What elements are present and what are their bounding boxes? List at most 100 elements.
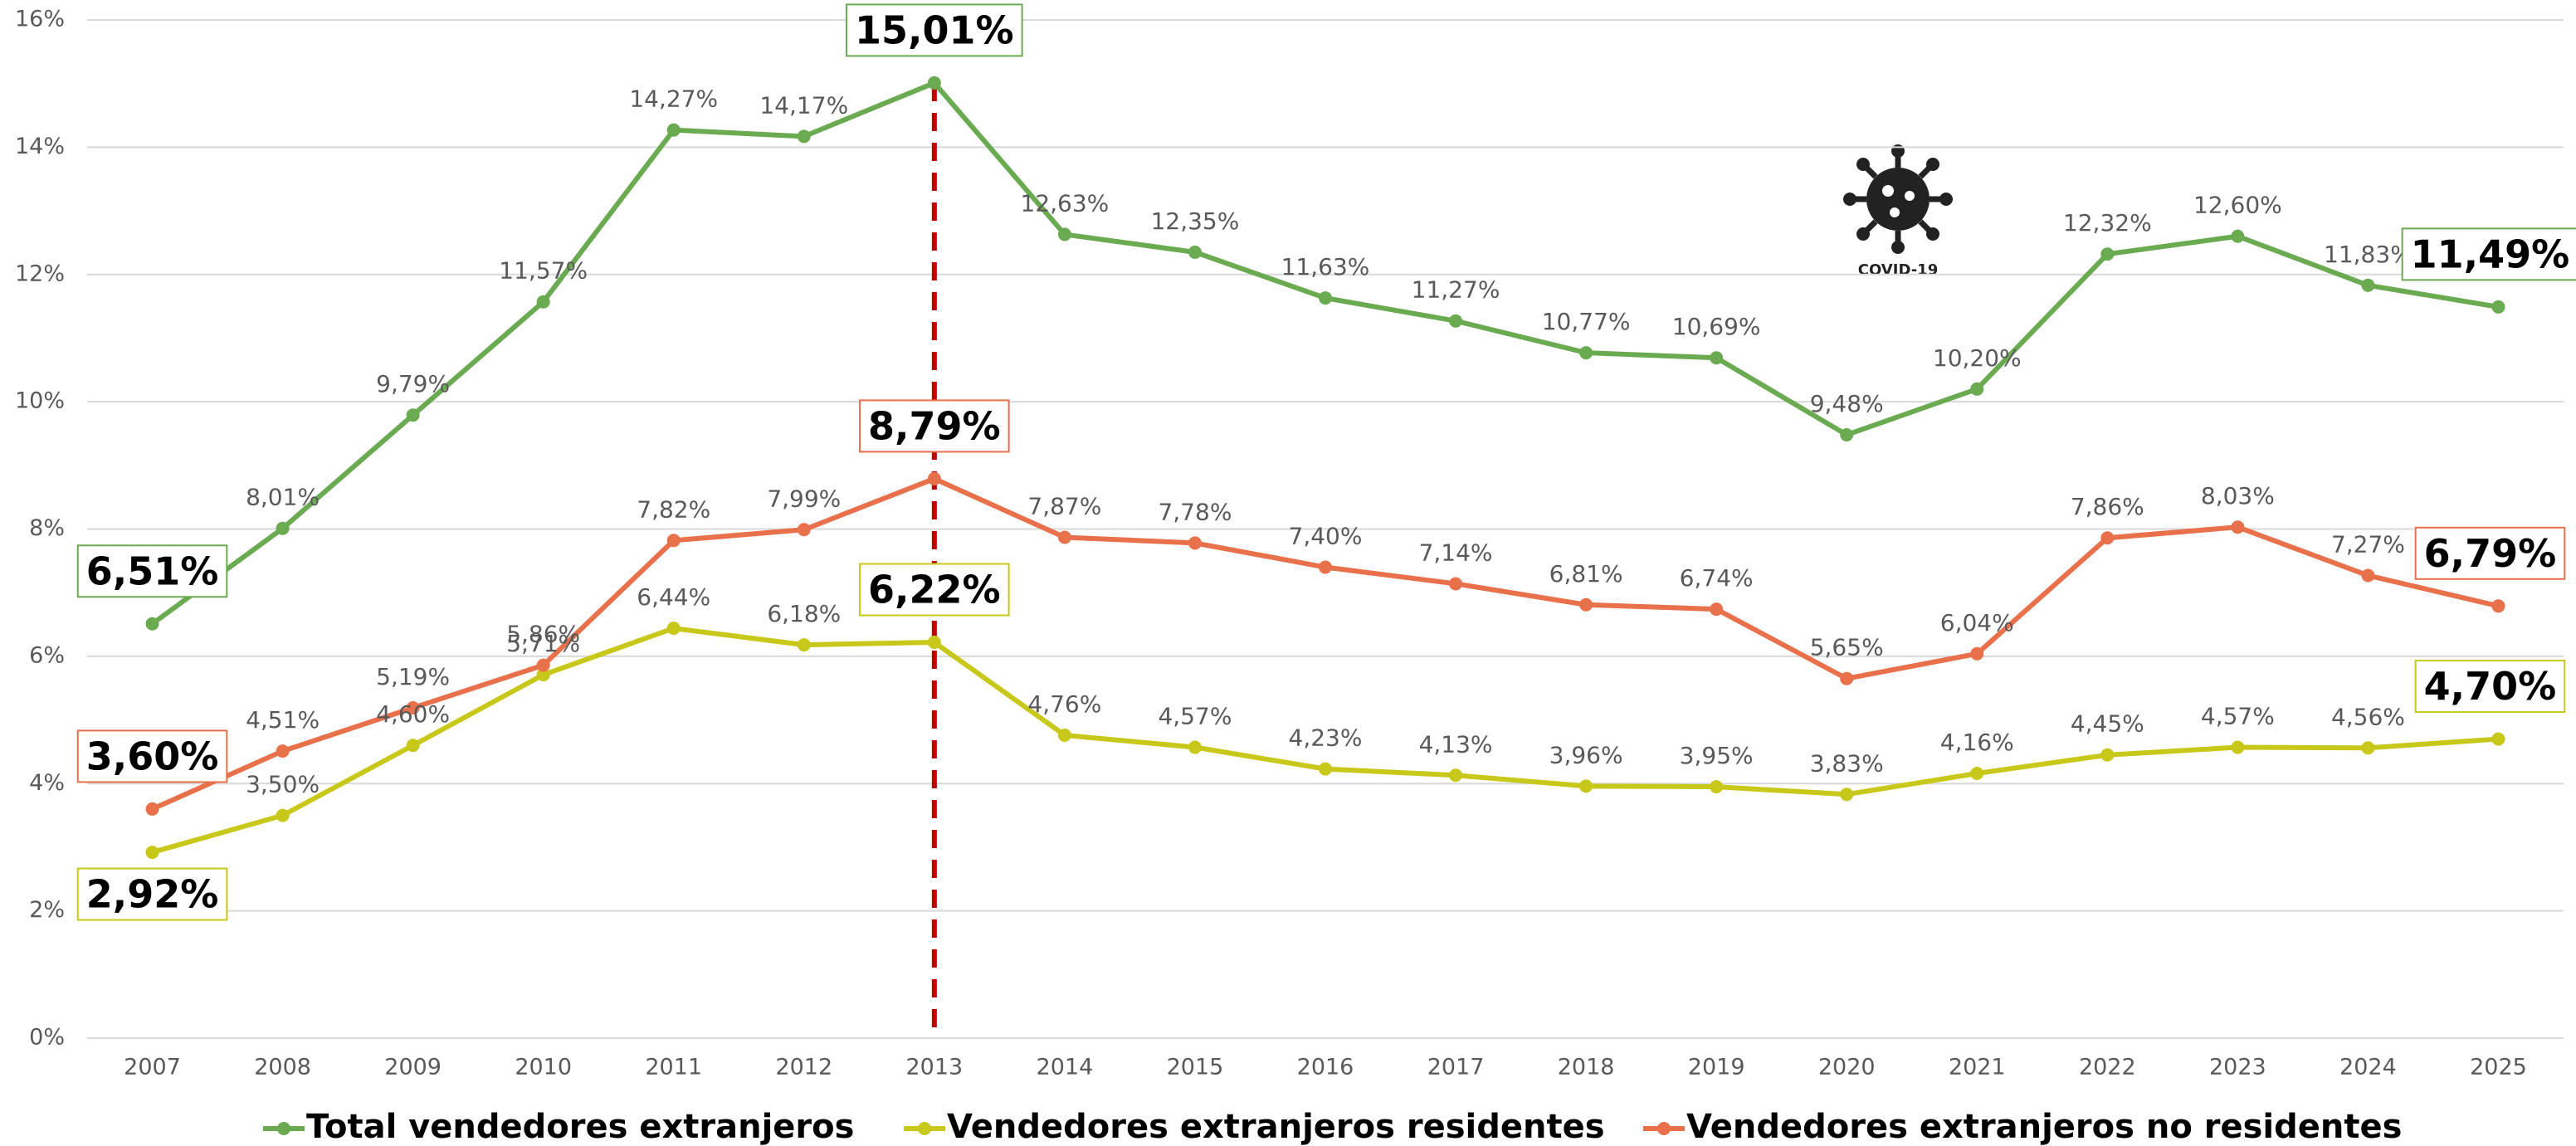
data-point <box>1188 740 1202 754</box>
x-tick-label: 2017 <box>1427 1055 1485 1080</box>
value-label: 7,99% <box>767 485 841 512</box>
x-tick-label: 2025 <box>2470 1055 2527 1080</box>
data-point <box>666 622 681 636</box>
data-point <box>1449 314 1463 328</box>
data-point <box>1319 291 1332 305</box>
value-label: 6,22% <box>868 568 1001 612</box>
data-point <box>797 129 811 144</box>
value-label: 10,69% <box>1672 313 1761 340</box>
data-point <box>666 534 681 548</box>
data-point <box>797 523 811 537</box>
data-point <box>1057 530 1071 544</box>
y-tick-label: 12% <box>15 261 65 286</box>
data-point <box>145 617 159 631</box>
value-label: 5,65% <box>1810 634 1884 661</box>
data-point <box>536 658 550 672</box>
data-point <box>1057 728 1071 742</box>
value-label: 5,19% <box>376 663 450 690</box>
y-tick-label: 6% <box>29 642 65 668</box>
data-point <box>1057 227 1071 241</box>
value-label: 12,63% <box>1021 189 1110 217</box>
value-label: 3,96% <box>1549 741 1623 768</box>
x-tick-label: 2009 <box>384 1055 442 1080</box>
value-label: 6,18% <box>767 600 841 627</box>
data-point <box>276 521 290 535</box>
data-point <box>927 471 941 485</box>
data-point <box>1579 779 1593 793</box>
value-label: 8,03% <box>2201 482 2275 510</box>
legend-swatch-dot <box>1657 1122 1671 1135</box>
value-label: 6,74% <box>1680 564 1754 592</box>
y-tick-label: 4% <box>29 770 65 796</box>
value-label: 4,57% <box>1158 703 1232 730</box>
value-label: 2,92% <box>86 872 219 917</box>
data-point <box>2231 229 2245 243</box>
x-tick-label: 2021 <box>1949 1055 2006 1080</box>
value-label: 3,50% <box>246 771 320 798</box>
value-label: 11,83% <box>2324 241 2413 268</box>
y-tick-label: 14% <box>15 134 65 159</box>
covid-label: COVID-19 <box>1858 261 1938 279</box>
x-tick-label: 2013 <box>905 1055 963 1080</box>
value-label: 9,79% <box>376 370 450 397</box>
data-point <box>1840 788 1854 802</box>
data-point <box>666 123 681 137</box>
value-label-box <box>76 867 228 921</box>
data-point <box>276 808 290 822</box>
value-label-box <box>76 729 228 783</box>
data-point <box>1710 602 1724 617</box>
legend-swatch-dot <box>277 1122 290 1135</box>
y-tick-label: 8% <box>29 515 65 541</box>
value-label-box <box>859 399 1010 453</box>
data-point <box>1579 597 1593 612</box>
value-label: 14,27% <box>629 85 718 113</box>
x-tick-label: 2014 <box>1037 1055 1094 1080</box>
y-tick-label: 10% <box>15 388 65 414</box>
data-point <box>1710 351 1724 365</box>
value-label-box <box>2414 660 2566 714</box>
value-label: 7,82% <box>637 495 710 523</box>
data-point <box>2361 741 2375 755</box>
value-label: 7,78% <box>1158 498 1232 525</box>
data-point <box>1579 346 1593 360</box>
value-label: 6,51% <box>86 549 219 593</box>
data-point <box>406 700 420 714</box>
value-label: 4,70% <box>2424 664 2557 709</box>
value-label-box <box>846 3 1023 57</box>
legend-label: Vendedores extranjeros residentes <box>947 1108 1605 1146</box>
data-point <box>1449 768 1463 783</box>
data-point <box>1840 428 1854 442</box>
data-point <box>2491 732 2505 746</box>
x-tick-label: 2022 <box>2079 1055 2136 1080</box>
data-point <box>1188 245 1202 259</box>
data-point <box>2100 748 2115 762</box>
value-label: 9,48% <box>1810 390 1884 417</box>
value-label: 7,14% <box>1419 539 1493 566</box>
value-label-box <box>859 563 1010 617</box>
data-point <box>1970 766 1984 780</box>
data-point <box>145 846 159 860</box>
value-label: 3,60% <box>86 734 219 778</box>
value-label: 6,81% <box>1549 560 1623 588</box>
y-tick-label: 2% <box>29 897 65 923</box>
value-label: 3,83% <box>1810 749 1884 777</box>
legend-swatch-dot <box>918 1122 931 1135</box>
data-point <box>1449 577 1463 591</box>
value-label: 11,57% <box>499 257 588 285</box>
value-label: 14,17% <box>759 91 848 119</box>
data-point <box>1710 780 1724 794</box>
data-point <box>1840 671 1854 685</box>
data-point <box>2231 520 2245 534</box>
x-tick-label: 2020 <box>1818 1055 1876 1080</box>
data-point <box>1319 762 1332 776</box>
legend-label: Total vendedores extranjeros <box>306 1108 854 1146</box>
value-label: 7,27% <box>2331 530 2405 558</box>
x-tick-label: 2008 <box>254 1055 311 1080</box>
value-label: 10,20% <box>1933 344 2022 372</box>
data-point <box>797 638 811 652</box>
data-point <box>1970 382 1984 396</box>
x-tick-label: 2011 <box>645 1055 702 1080</box>
x-tick-label: 2015 <box>1167 1055 1224 1080</box>
data-point <box>2100 531 2115 545</box>
value-label: 4,60% <box>376 700 450 728</box>
